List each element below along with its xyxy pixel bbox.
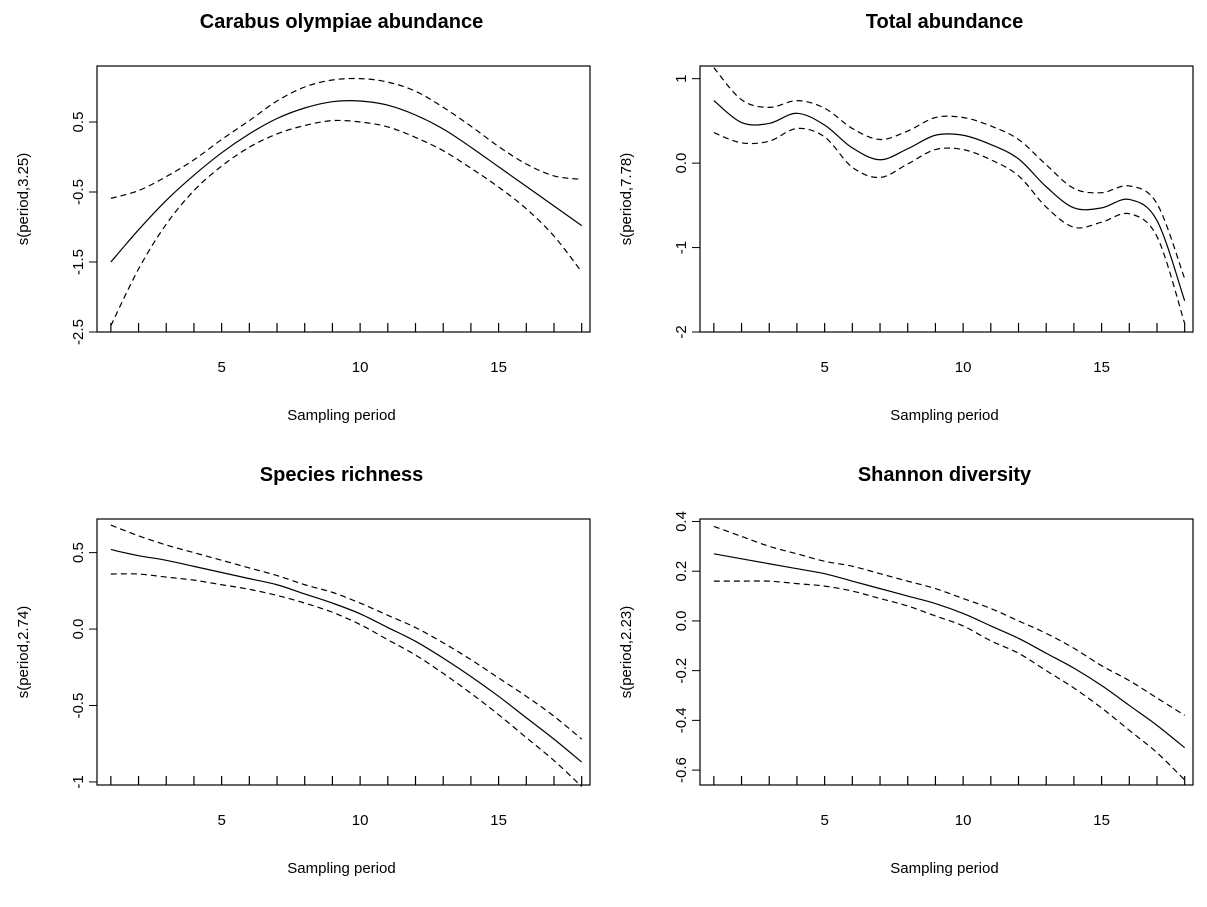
y-tick-label: 0.0: [673, 610, 690, 631]
y-tick-label: -0.4: [673, 707, 690, 733]
chart-title: Carabus olympiae abundance: [200, 11, 483, 33]
y-tick-label: 0.4: [673, 511, 690, 532]
x-tick-label: 5: [217, 359, 225, 376]
x-tick-label: 10: [352, 359, 369, 376]
plot-frame: [699, 518, 1194, 786]
upper-ci-line: [713, 67, 1186, 280]
y-tick-label: 1: [673, 74, 690, 82]
x-tick-label: 5: [217, 812, 225, 829]
panel-carabus: Carabus olympiae abundance -2.5 -1.5 -0.5 0.…: [0, 0, 600, 450]
x-tick-label: 10: [955, 812, 972, 829]
smooth-fit-line: [713, 100, 1186, 301]
plot-frame: [699, 65, 1194, 333]
upper-ci-line: [110, 524, 583, 740]
y-tick-label: -2.5: [70, 319, 87, 345]
x-tick-label: 15: [1093, 812, 1110, 829]
y-tick-label: -2: [673, 325, 690, 338]
y-tick-label: -0.5: [70, 693, 87, 719]
chart-shannon-diversity: Shannon diversity -0.6 -0.4 -0.2 0.0 0.2 0.4 5 1…: [618, 464, 1194, 877]
panel-species-richness: Species richness -1 -0.5 0.0 0.5 5 10 15 Samplin…: [0, 453, 600, 903]
y-tick-label: 0.0: [673, 153, 690, 174]
chart-title: Species richness: [260, 464, 423, 486]
x-tick-label: 15: [490, 812, 507, 829]
panel-shannon-diversity: Shannon diversity -0.6 -0.4 -0.2 0.0 0.2 0.4 5 1…: [603, 453, 1203, 903]
upper-ci-line: [713, 525, 1186, 716]
x-tick-label: 15: [490, 359, 507, 376]
lower-ci-line: [110, 573, 583, 787]
y-tick-label: -0.2: [673, 658, 690, 684]
y-tick-label: -1: [70, 775, 87, 788]
x-axis-label: Sampling period: [890, 407, 998, 424]
x-axis-label: Sampling period: [287, 860, 395, 877]
chart-species-richness: Species richness -1 -0.5 0.0 0.5 5 10 15 Samplin…: [15, 464, 591, 877]
y-axis-label: s(period,3.25): [15, 153, 32, 246]
smooth-fit-line: [110, 548, 583, 763]
y-axis-label: s(period,7.78): [618, 153, 635, 246]
y-axis-label: s(period,2.23): [618, 606, 635, 699]
y-tick-label: 0.0: [70, 619, 87, 640]
y-tick-label: -1.5: [70, 249, 87, 275]
x-axis-label: Sampling period: [890, 860, 998, 877]
chart-carabus: Carabus olympiae abundance -2.5 -1.5 -0.5 0.…: [15, 11, 591, 424]
lower-ci-line: [713, 580, 1186, 781]
lower-ci-line: [713, 127, 1186, 324]
lower-ci-line: [110, 119, 583, 326]
y-axis-label: s(period,2.74): [15, 606, 32, 699]
chart-title: Shannon diversity: [858, 464, 1032, 486]
panel-total-abundance: Total abundance -2 -1 0.0 1 5 10 15 Sampling per…: [603, 0, 1203, 450]
x-tick-label: 10: [955, 359, 972, 376]
y-tick-label: -0.6: [673, 757, 690, 783]
y-tick-label: 0.5: [70, 542, 87, 563]
y-tick-label: -1: [673, 241, 690, 254]
y-tick-label: 0.2: [673, 561, 690, 582]
x-tick-label: 15: [1093, 359, 1110, 376]
x-tick-label: 5: [820, 812, 828, 829]
x-axis-label: Sampling period: [287, 407, 395, 424]
smooth-fit-line: [110, 100, 583, 263]
x-tick-label: 10: [352, 812, 369, 829]
x-tick-label: 5: [820, 359, 828, 376]
plot-frame: [96, 65, 591, 333]
upper-ci-line: [110, 77, 582, 199]
chart-title: Total abundance: [866, 11, 1023, 33]
y-tick-label: 0.5: [70, 112, 87, 133]
plot-frame: [96, 518, 591, 786]
y-tick-label: -0.5: [70, 179, 87, 205]
smooth-fit-line: [713, 553, 1186, 749]
